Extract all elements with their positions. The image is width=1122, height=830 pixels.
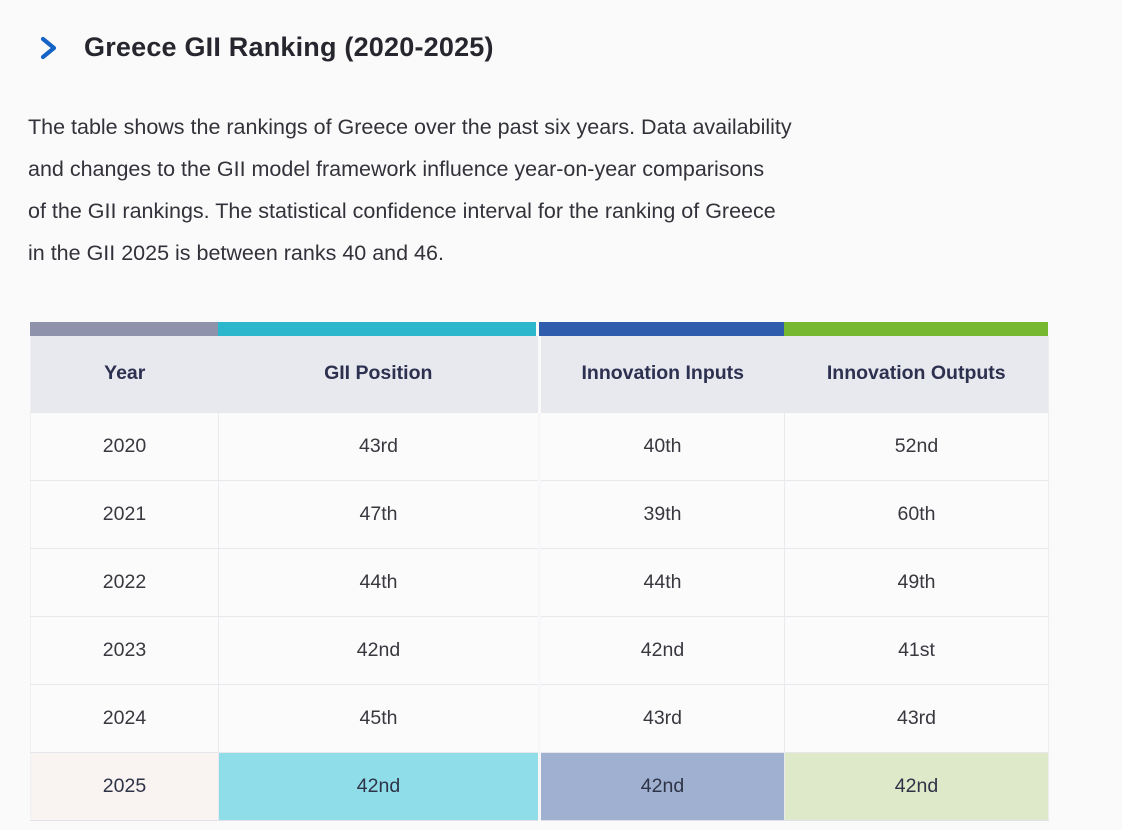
cell-gii-position: 44th bbox=[218, 547, 540, 616]
cell-innovation-inputs: 43rd bbox=[538, 683, 785, 752]
ranking-table: Year GII Position Innovation Inputs Inno… bbox=[30, 322, 1049, 821]
table-row-2023: 2023 42nd 42nd 41st bbox=[30, 615, 1049, 684]
table-row-2024: 2024 45th 43rd 43rd bbox=[30, 683, 1049, 752]
cell-innovation-outputs: 52nd bbox=[784, 411, 1049, 480]
intro-line: of the GII rankings. The statistical con… bbox=[28, 199, 776, 223]
cell-year: 2025 bbox=[30, 751, 219, 821]
section-title: Greece GII Ranking (2020-2025) bbox=[84, 32, 494, 62]
intro-line: The table shows the rankings of Greece o… bbox=[28, 115, 792, 139]
cell-year: 2022 bbox=[30, 547, 219, 616]
intro-line: in the GII 2025 is between ranks 40 and … bbox=[28, 241, 444, 265]
accent-segment-gii-position bbox=[218, 322, 536, 336]
column-header-innovation-outputs: Innovation Outputs bbox=[784, 336, 1049, 412]
accent-segment-gap bbox=[536, 322, 539, 336]
intro-paragraph: The table shows the rankings of Greece o… bbox=[28, 106, 1018, 274]
cell-innovation-outputs: 41st bbox=[784, 615, 1049, 684]
cell-gii-position: 45th bbox=[218, 683, 540, 752]
cell-gii-position: 42nd bbox=[218, 751, 540, 821]
cell-year: 2021 bbox=[30, 479, 219, 548]
cell-innovation-inputs: 42nd bbox=[538, 615, 785, 684]
column-header-year: Year bbox=[30, 336, 219, 412]
accent-segment-year bbox=[30, 322, 218, 336]
cell-innovation-inputs: 39th bbox=[538, 479, 785, 548]
cell-year: 2024 bbox=[30, 683, 219, 752]
cell-innovation-outputs: 43rd bbox=[784, 683, 1049, 752]
section-header: Greece GII Ranking (2020-2025) bbox=[36, 32, 494, 63]
cell-innovation-outputs: 49th bbox=[784, 547, 1049, 616]
cell-innovation-inputs: 42nd bbox=[538, 751, 785, 821]
cell-innovation-outputs: 42nd bbox=[784, 751, 1049, 821]
chevron-right-icon bbox=[36, 34, 62, 62]
cell-gii-position: 47th bbox=[218, 479, 540, 548]
table-row-2021: 2021 47th 39th 60th bbox=[30, 479, 1049, 548]
cell-innovation-inputs: 44th bbox=[538, 547, 785, 616]
column-header-gii-position: GII Position bbox=[218, 336, 540, 412]
table-header-row: Year GII Position Innovation Inputs Inno… bbox=[30, 336, 1049, 412]
cell-year: 2023 bbox=[30, 615, 219, 684]
cell-innovation-inputs: 40th bbox=[538, 411, 785, 480]
accent-segment-innovation-inputs bbox=[539, 322, 784, 336]
ranking-table-grid: Year GII Position Innovation Inputs Inno… bbox=[30, 336, 1049, 821]
cell-innovation-outputs: 60th bbox=[784, 479, 1049, 548]
cell-gii-position: 42nd bbox=[218, 615, 540, 684]
intro-line: and changes to the GII model framework i… bbox=[28, 157, 765, 181]
cell-year: 2020 bbox=[30, 411, 219, 480]
table-row-2022: 2022 44th 44th 49th bbox=[30, 547, 1049, 616]
column-header-innovation-inputs: Innovation Inputs bbox=[538, 336, 785, 412]
cell-gii-position: 43rd bbox=[218, 411, 540, 480]
table-row-2025-highlighted: 2025 42nd 42nd 42nd bbox=[30, 751, 1049, 821]
accent-segment-innovation-outputs bbox=[784, 322, 1048, 336]
table-accent-bar bbox=[30, 322, 1048, 336]
table-row-2020: 2020 43rd 40th 52nd bbox=[30, 411, 1049, 480]
